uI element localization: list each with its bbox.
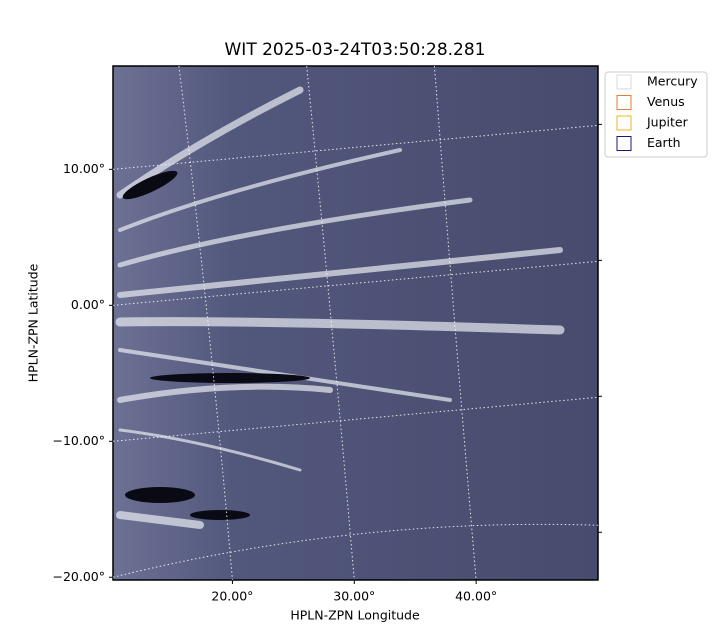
x-tick-label: 30.00°	[333, 589, 375, 604]
grid-line	[112, 124, 599, 170]
grid-line	[177, 61, 233, 581]
legend	[604, 71, 708, 158]
plot-frame	[112, 65, 599, 581]
y-tick-label: 0.00°	[71, 297, 105, 312]
grid-line	[305, 61, 355, 581]
x-tick-label: 20.00°	[211, 589, 253, 604]
legend-swatch	[616, 74, 632, 90]
y-tick-label: 10.00°	[63, 161, 105, 176]
x-axis-label: HPLN-ZPN Longitude	[290, 608, 420, 623]
grid-line	[433, 61, 477, 581]
grid-line	[112, 260, 599, 306]
legend-swatch	[616, 136, 632, 151]
chart-title: WIT 2025-03-24T03:50:28.281	[225, 40, 486, 60]
legend-label: Venus	[647, 94, 685, 109]
image	[113, 66, 598, 580]
legend-swatch	[616, 115, 632, 131]
legend-swatch	[616, 95, 632, 110]
x-tick-label: 40.00°	[455, 589, 497, 604]
y-tick-label: −10.00°	[52, 433, 105, 448]
grid-line	[112, 523, 599, 578]
y-tick-label: −20.00°	[52, 569, 105, 584]
y-axis-label: HPLN-ZPN Latitude	[26, 263, 41, 382]
legend-label: Jupiter	[646, 115, 689, 130]
grid-line	[112, 396, 599, 442]
legend-label: Earth	[647, 135, 681, 150]
legend-label: Mercury	[647, 74, 698, 89]
